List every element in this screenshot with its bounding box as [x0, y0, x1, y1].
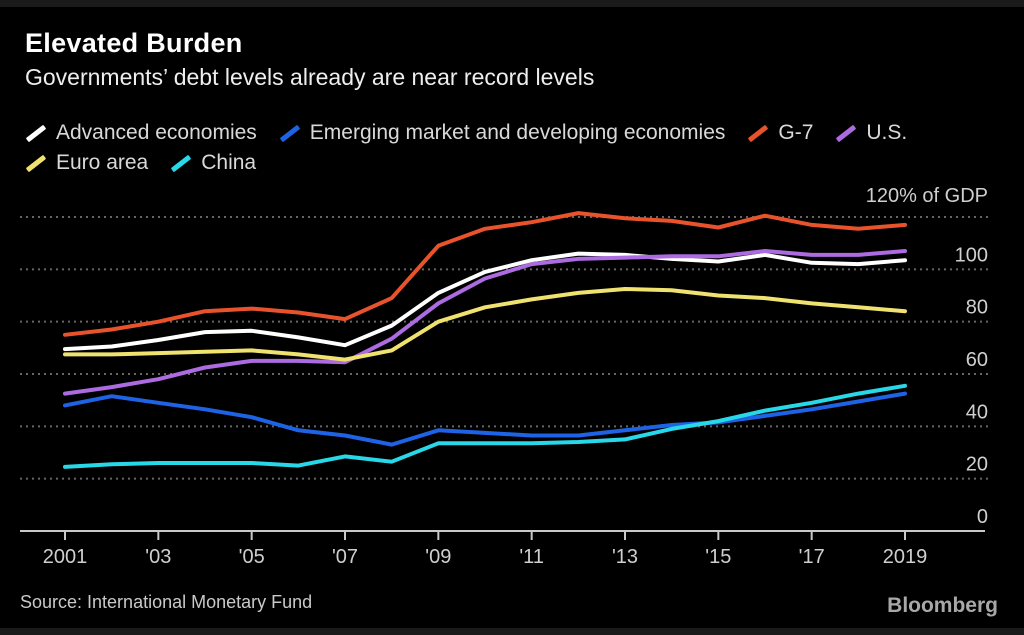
- legend-line-swatch-icon: [25, 124, 47, 142]
- x-tick-label: '13: [612, 546, 638, 568]
- y-tick-label: 60: [966, 349, 988, 371]
- source-note: Source: International Monetary Fund: [20, 592, 313, 612]
- legend-item-g7: G-7: [747, 121, 813, 145]
- legend-label: Euro area: [56, 151, 149, 174]
- legend-row-2: Euro area China: [25, 148, 1004, 178]
- x-tick-label: '17: [799, 546, 825, 568]
- legend-item-euro-area: Euro area: [25, 151, 148, 175]
- chart-subtitle: Governments’ debt levels already are nea…: [25, 64, 595, 90]
- y-tick-label: 20: [966, 454, 988, 476]
- y-axis-unit-label: 120% of GDP: [865, 185, 988, 207]
- x-tick-label: 2019: [883, 546, 928, 568]
- legend-item-emerging-markets: Emerging market and developing economies: [279, 121, 726, 145]
- legend-item-china: China: [170, 151, 256, 175]
- legend-label: U.S.: [866, 121, 908, 144]
- x-tick-label: '09: [425, 546, 451, 568]
- legend-label: G-7: [778, 121, 814, 144]
- legend-row-1: Advanced economies Emerging market and d…: [25, 118, 1004, 148]
- legend-label: Advanced economies: [56, 121, 257, 144]
- line-g-7: [63, 211, 907, 337]
- chart-title: Elevated Burden: [25, 28, 243, 58]
- bloomberg-logo: Bloomberg: [887, 594, 998, 617]
- legend-line-swatch-icon: [25, 154, 47, 172]
- legend-line-swatch-icon: [171, 154, 192, 172]
- line-emerging-market-and-developing-economies: [63, 391, 907, 447]
- x-tick-label: '07: [332, 546, 358, 568]
- line-china: [63, 383, 907, 469]
- top-edge-strip: [0, 0, 1024, 7]
- y-tick-label: 80: [966, 297, 988, 319]
- legend-item-advanced-economies: Advanced economies: [25, 121, 257, 145]
- line-u-s: [63, 249, 907, 396]
- x-tick-label: '03: [145, 546, 171, 568]
- x-tick-label: '05: [239, 546, 265, 568]
- legend-line-swatch-icon: [279, 124, 301, 142]
- y-tick-label: 100: [955, 244, 988, 266]
- x-tick-label: 2001: [43, 546, 88, 568]
- line-euro-area: [63, 287, 907, 362]
- legend-label: China: [201, 151, 257, 174]
- legend-label: Emerging market and developing economies: [309, 121, 726, 144]
- bottom-edge-strip: [0, 628, 1024, 635]
- legend-line-swatch-icon: [748, 124, 769, 142]
- x-tick-label: '11: [519, 546, 544, 568]
- legend-line-swatch-icon: [836, 124, 857, 142]
- y-tick-label: 0: [977, 506, 988, 528]
- y-tick-label: 40: [966, 401, 988, 423]
- x-tick-label: '15: [705, 546, 731, 568]
- legend-item-us: U.S.: [835, 121, 907, 145]
- line-advanced-economies: [63, 251, 907, 352]
- legend: Advanced economies Emerging market and d…: [25, 118, 1004, 178]
